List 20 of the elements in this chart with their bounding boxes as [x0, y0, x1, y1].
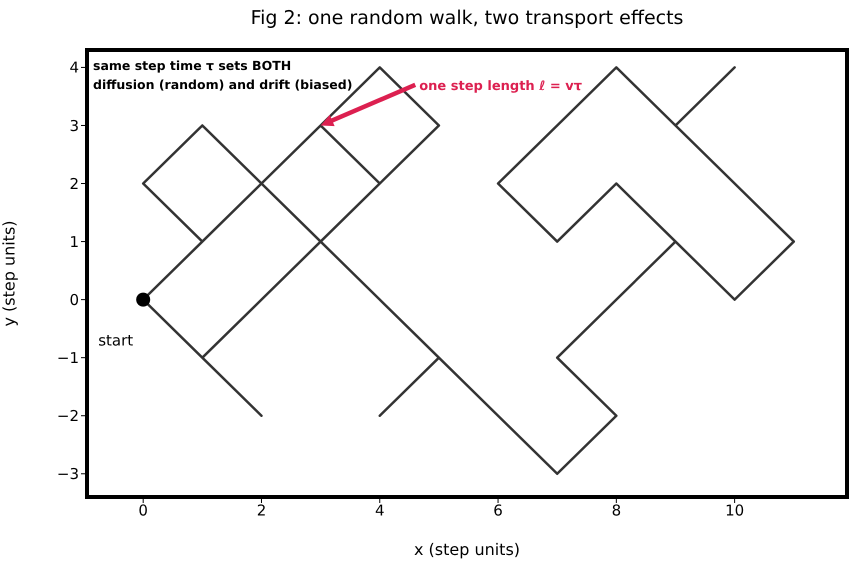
y-tick-label: 3 — [69, 116, 79, 135]
x-tick-label: 10 — [725, 502, 744, 520]
y-tick-label: 4 — [69, 58, 79, 77]
x-tick-label: 0 — [138, 502, 148, 520]
y-tick-label: 1 — [69, 232, 79, 251]
y-tick-label: −2 — [56, 407, 79, 426]
x-axis-title: x (step units) — [414, 540, 520, 559]
annotation: same step time τ sets BOTH diffusion (random) and drift (biased) — [93, 58, 352, 92]
y-tick-label: −3 — [56, 465, 79, 484]
y-tick-label: −1 — [56, 349, 79, 367]
x-tick-label: 2 — [256, 502, 266, 520]
y-axis-title: y (step units) — [0, 220, 19, 327]
chart-title: Fig 2: one random walk, two transport effects — [250, 7, 684, 29]
y-tick-label: 0 — [69, 290, 79, 309]
x-tick-label: 8 — [612, 502, 622, 520]
annotation: start — [98, 332, 134, 350]
annotation: one step length ℓ = vτ — [419, 78, 582, 94]
x-tick-label: 4 — [374, 502, 385, 520]
y-tick-label: 2 — [69, 174, 79, 193]
x-tick-label: 6 — [493, 502, 503, 520]
